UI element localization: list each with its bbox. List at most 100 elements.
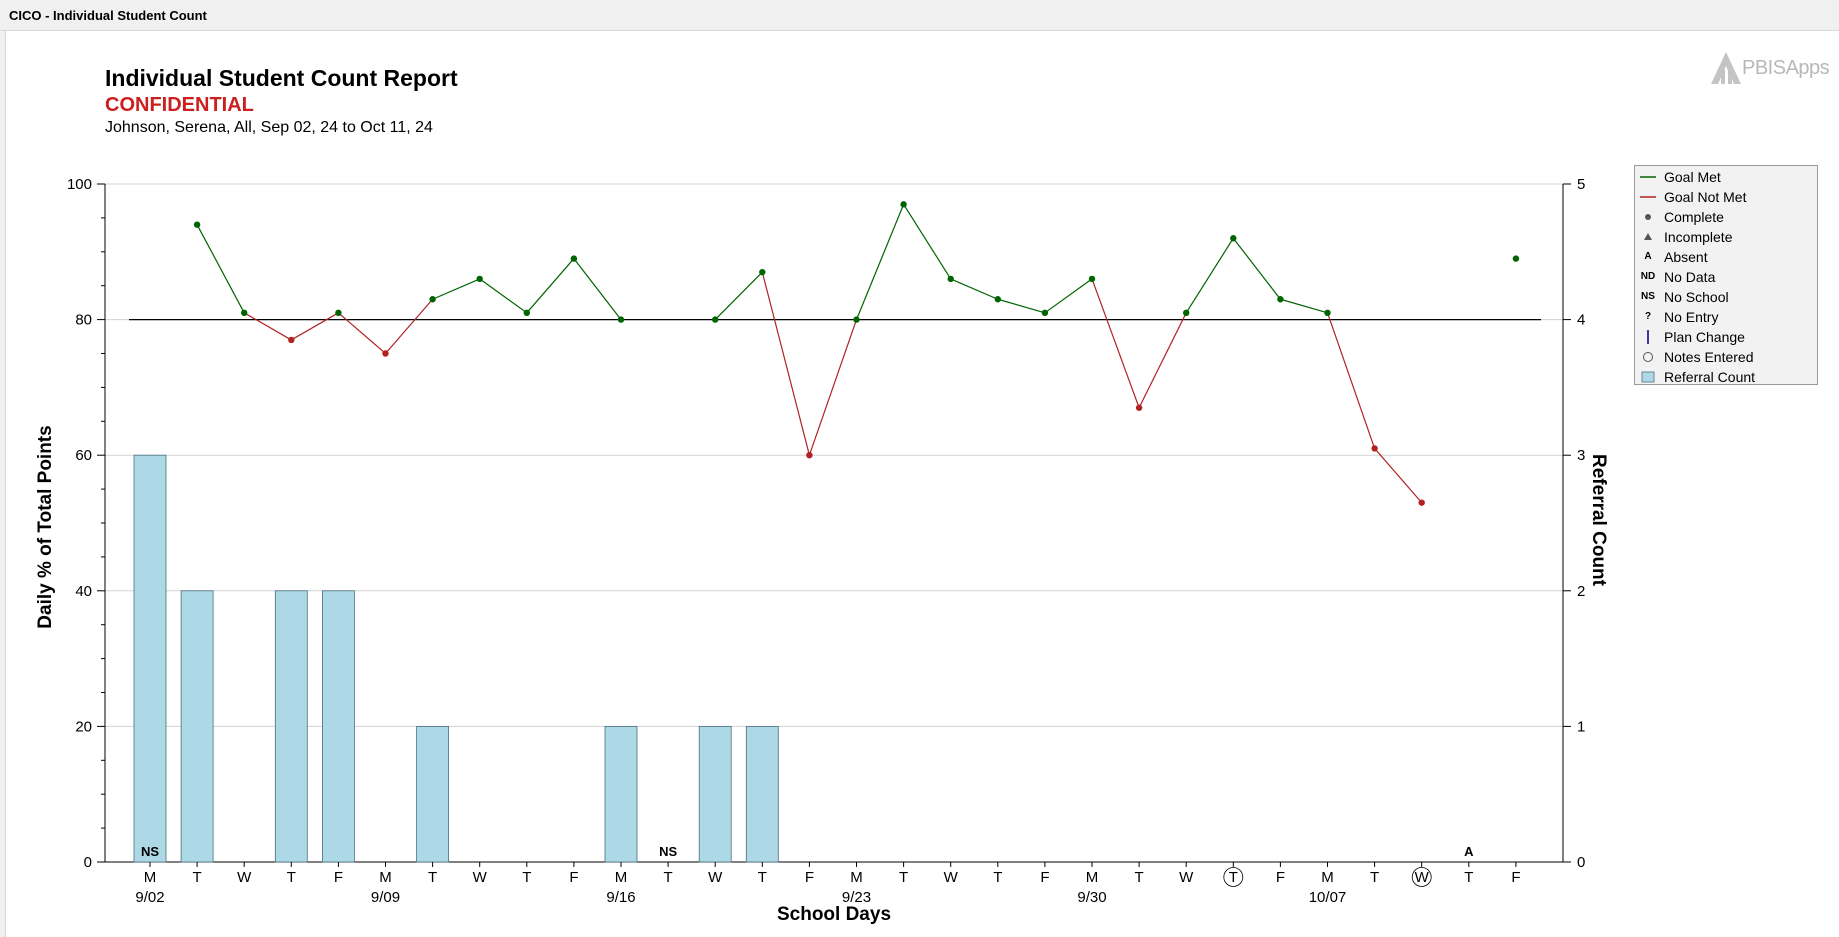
legend-label: No Entry bbox=[1664, 309, 1719, 325]
week-label: 9/02 bbox=[135, 889, 164, 906]
day-label: M bbox=[850, 869, 863, 886]
legend-item: Goal Met bbox=[1635, 167, 1819, 187]
day-label: T bbox=[1370, 869, 1379, 886]
y-tick-label: 100 bbox=[67, 176, 92, 193]
day-label: F bbox=[1040, 869, 1049, 886]
day-label: W bbox=[1415, 869, 1430, 886]
percent-line-segment bbox=[1232, 237, 1281, 300]
day-label: W bbox=[944, 869, 959, 886]
percent-line-segment bbox=[1280, 298, 1328, 314]
day-label: W bbox=[1179, 869, 1194, 886]
day-label: T bbox=[428, 869, 437, 886]
day-label: F bbox=[805, 869, 814, 886]
referral-count-icon bbox=[1639, 367, 1657, 387]
day-label: T bbox=[1229, 869, 1238, 886]
week-label: 9/30 bbox=[1077, 889, 1106, 906]
day-label: T bbox=[899, 869, 908, 886]
percent-point bbox=[947, 275, 954, 283]
percent-line-segment bbox=[196, 224, 245, 314]
legend-item: Incomplete bbox=[1635, 227, 1819, 247]
report-panel bbox=[5, 31, 1839, 937]
percent-line-segment bbox=[855, 204, 905, 320]
day-status-marker: A bbox=[1464, 844, 1474, 859]
legend-item: NS No School bbox=[1635, 287, 1819, 307]
y2-tick-label: 4 bbox=[1577, 312, 1585, 329]
percent-line-segment bbox=[385, 298, 434, 354]
percent-point bbox=[806, 452, 813, 459]
legend-label: No Data bbox=[1664, 269, 1716, 285]
percent-line-segment bbox=[761, 271, 810, 456]
percent-line-segment bbox=[1326, 312, 1376, 449]
percent-point bbox=[193, 221, 201, 228]
day-label: T bbox=[287, 869, 296, 886]
complete-dot-icon bbox=[1639, 207, 1657, 227]
goal-not-met-line-icon bbox=[1639, 187, 1657, 207]
y-tick-label: 0 bbox=[84, 854, 92, 871]
percent-line-segment bbox=[479, 278, 528, 314]
y2-tick-label: 1 bbox=[1577, 718, 1585, 735]
week-label: 10/07 bbox=[1309, 889, 1347, 906]
day-label: T bbox=[522, 869, 531, 886]
percent-point bbox=[1418, 499, 1425, 506]
legend-label: Incomplete bbox=[1664, 229, 1733, 245]
percent-point bbox=[853, 316, 860, 323]
percent-line-segment bbox=[1185, 237, 1234, 314]
percent-line-segment bbox=[950, 278, 999, 300]
percent-line-segment bbox=[1044, 278, 1093, 314]
incomplete-triangle-icon bbox=[1639, 227, 1657, 247]
legend-item: Referral Count bbox=[1635, 367, 1819, 387]
y-axis-title: Daily % of Total Points bbox=[35, 425, 56, 628]
day-label: T bbox=[193, 869, 202, 886]
legend-item: Complete bbox=[1635, 207, 1819, 227]
day-label: F bbox=[1276, 869, 1285, 886]
legend-item: Plan Change bbox=[1635, 327, 1819, 347]
week-label: 9/16 bbox=[606, 889, 635, 906]
y2-tick-label: 2 bbox=[1577, 583, 1585, 600]
y-tick-label: 40 bbox=[75, 583, 92, 600]
referral-bar bbox=[604, 726, 638, 863]
percent-point bbox=[1135, 404, 1143, 411]
logo-text: PBISApps bbox=[1742, 57, 1830, 79]
percent-point bbox=[1230, 235, 1237, 242]
percent-point bbox=[288, 336, 295, 344]
percent-line-segment bbox=[1138, 312, 1187, 409]
goal-met-line-icon bbox=[1639, 167, 1657, 187]
y2-tick-label: 0 bbox=[1577, 854, 1585, 871]
percent-line-segment bbox=[1374, 448, 1423, 504]
percent-point bbox=[335, 309, 342, 317]
referral-bar bbox=[180, 590, 214, 863]
percent-point bbox=[617, 316, 625, 323]
y2-tick-label: 3 bbox=[1577, 447, 1585, 464]
legend-label: No School bbox=[1664, 289, 1729, 305]
pbisapps-logo: PBISApps bbox=[1708, 48, 1833, 86]
legend-code-a: A bbox=[1644, 251, 1652, 262]
percent-point bbox=[523, 309, 530, 317]
percent-point bbox=[1324, 309, 1331, 317]
percent-point bbox=[994, 296, 1001, 303]
day-label: M bbox=[1321, 869, 1334, 886]
legend-item: ? No Entry bbox=[1635, 307, 1819, 327]
legend-item: A Absent bbox=[1635, 247, 1819, 267]
percent-line-segment bbox=[573, 258, 622, 320]
day-label: T bbox=[1135, 869, 1144, 886]
day-label: T bbox=[1464, 869, 1473, 886]
day-label: W bbox=[473, 869, 488, 886]
percent-point bbox=[1371, 445, 1378, 452]
notes-entered-icon bbox=[1639, 347, 1657, 367]
legend-item: Notes Entered bbox=[1635, 347, 1819, 367]
day-label: M bbox=[615, 869, 628, 886]
percent-line-segment bbox=[243, 312, 292, 341]
day-label: W bbox=[237, 869, 252, 886]
x-axis-title: School Days bbox=[777, 904, 891, 925]
legend-code-ns: NS bbox=[1641, 291, 1655, 302]
legend-label: Absent bbox=[1664, 249, 1708, 265]
referral-bar bbox=[321, 590, 355, 863]
week-label: 9/09 bbox=[371, 889, 400, 906]
percent-line-segment bbox=[1091, 278, 1140, 408]
percent-point bbox=[570, 255, 578, 262]
percent-point bbox=[900, 201, 907, 208]
day-label: M bbox=[1086, 869, 1099, 886]
percent-line-segment bbox=[291, 312, 339, 341]
legend-label: Referral Count bbox=[1664, 369, 1756, 385]
legend-label: Goal Met bbox=[1664, 169, 1721, 185]
